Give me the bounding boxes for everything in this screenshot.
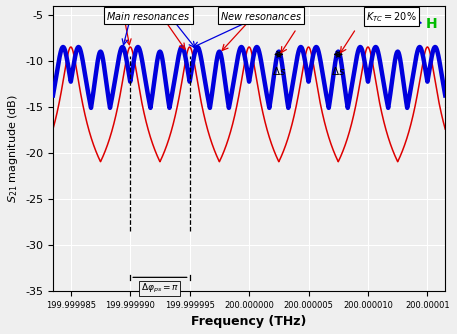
Text: $\it{New\ resonances}$: $\it{New\ resonances}$ [220, 10, 302, 22]
Text: H: H [425, 17, 437, 31]
Text: $\Delta\varphi_{ps} = \pi$: $\Delta\varphi_{ps} = \pi$ [141, 282, 179, 295]
Text: $K_{TC} = 20\%$: $K_{TC} = 20\%$ [367, 10, 417, 23]
Text: $\it{Main\ resonances}$: $\it{Main\ resonances}$ [106, 10, 190, 22]
Y-axis label: $S_{21}$ magnitude (dB): $S_{21}$ magnitude (dB) [5, 94, 20, 203]
Text: $\Delta s$: $\Delta s$ [331, 65, 345, 77]
Text: $\Delta s$: $\Delta s$ [271, 65, 286, 77]
X-axis label: Frequency (THz): Frequency (THz) [191, 315, 307, 328]
